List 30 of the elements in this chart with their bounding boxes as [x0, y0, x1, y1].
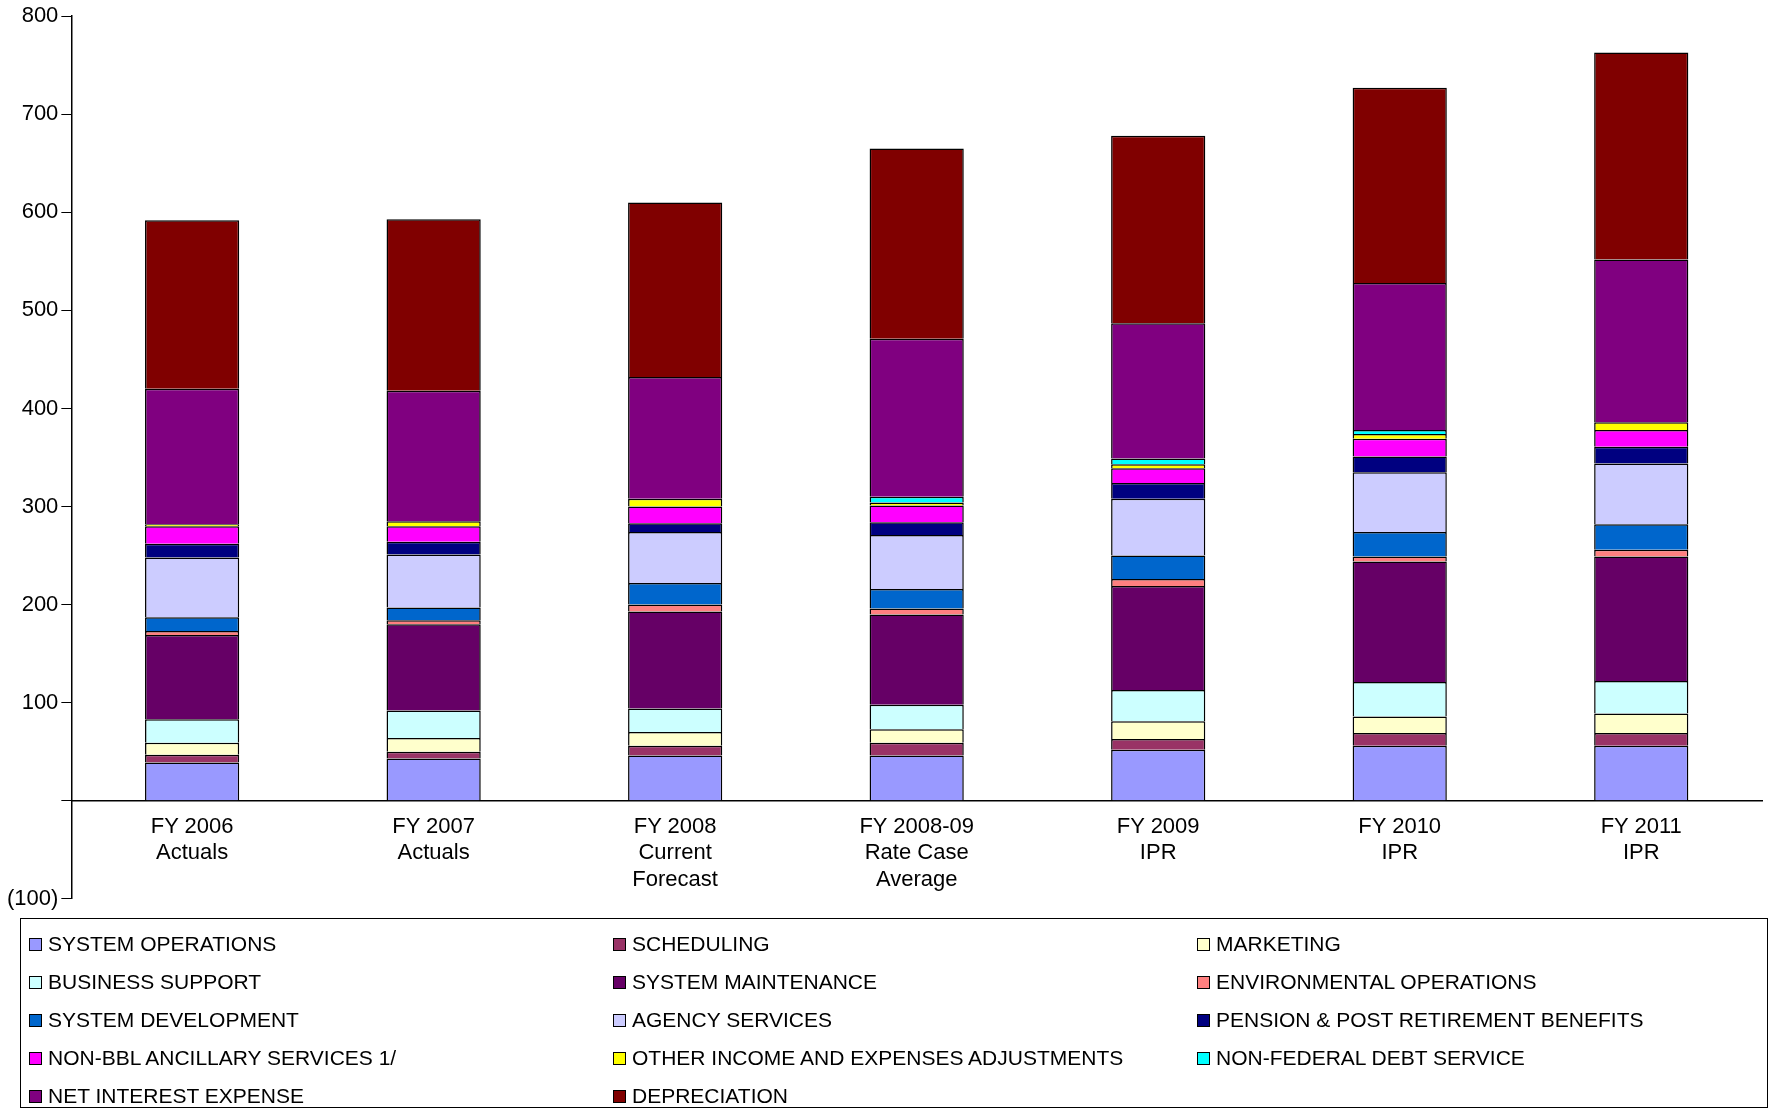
legend-label: SCHEDULING: [632, 932, 770, 956]
x-tick-label: FY 2008-09 Rate Case Average: [859, 813, 974, 891]
legend-label: SYSTEM MAINTENANCE: [632, 970, 878, 994]
x-tick-label: FY 2008 Current Forecast: [632, 813, 718, 891]
legend-label: OTHER INCOME AND EXPENSES ADJUSTMENTS: [632, 1046, 1124, 1070]
legend-label: SYSTEM OPERATIONS: [48, 932, 277, 956]
x-tick-label: FY 2011 IPR: [1600, 813, 1682, 865]
y-tick-label: 400: [21, 394, 59, 420]
legend-label: SYSTEM DEVELOPMENT: [48, 1008, 299, 1032]
legend-label: ENVIRONMENTAL OPERATIONS: [1216, 970, 1537, 994]
y-tick-label: 600: [21, 198, 59, 224]
legend-label: PENSION & POST RETIREMENT BENEFITS: [1216, 1008, 1644, 1032]
legend-label: BUSINESS SUPPORT: [48, 970, 262, 994]
y-tick-label: 100: [21, 688, 59, 714]
legend-label: MARKETING: [1216, 932, 1341, 956]
y-tick-label: 500: [21, 296, 59, 322]
y-tick-label: 800: [21, 2, 59, 28]
legend-label: NET INTEREST EXPENSE: [48, 1084, 304, 1108]
y-tick-label: 200: [21, 590, 59, 616]
y-tick-label: (100): [7, 884, 59, 910]
legend-label: AGENCY SERVICES: [632, 1008, 832, 1032]
x-tick-label: FY 2010 IPR: [1358, 813, 1442, 865]
legend-label: DEPRECIATION: [632, 1084, 788, 1108]
y-tick-label: 700: [21, 100, 59, 126]
x-tick-label: FY 2006 Actuals: [150, 813, 234, 865]
legend-label: NON-BBL ANCILLARY SERVICES 1/: [48, 1046, 397, 1070]
x-tick-label: FY 2009 IPR: [1116, 813, 1200, 865]
x-tick-label: FY 2007 Actuals: [392, 813, 476, 865]
y-tick-label: 300: [21, 492, 59, 518]
legend-label: NON-FEDERAL DEBT SERVICE: [1216, 1046, 1525, 1070]
